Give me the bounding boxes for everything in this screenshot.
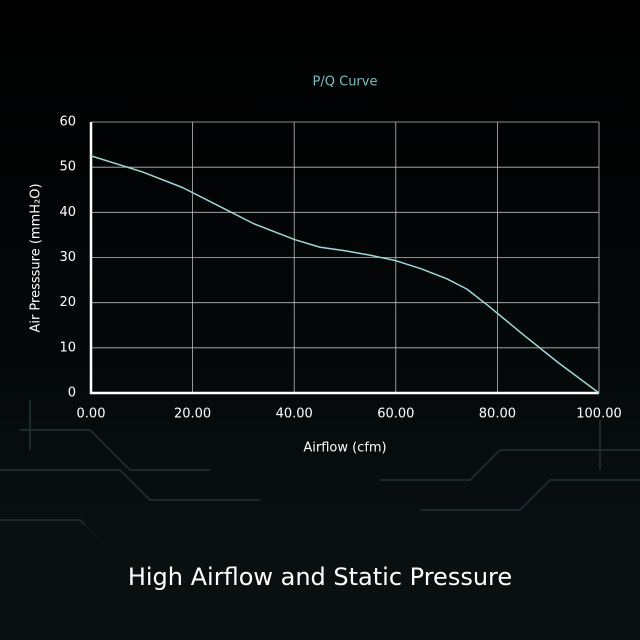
caption-band <box>0 525 640 640</box>
y-tick-label: 10 <box>59 340 76 355</box>
x-tick-label: 40.00 <box>276 407 313 422</box>
y-tick-label: 50 <box>59 160 76 175</box>
y-tick-label: 20 <box>59 295 76 310</box>
y-tick-label: 30 <box>59 250 76 265</box>
y-tick-label: 0 <box>68 386 76 401</box>
y-axis-label: Air Presssure (mmH₂O) <box>29 183 44 332</box>
x-tick-label: 20.00 <box>174 407 211 422</box>
x-tick-label: 0.00 <box>77 407 106 422</box>
x-tick-label: 100.00 <box>576 407 622 422</box>
y-tick-label: 40 <box>59 205 76 220</box>
x-tick-label: 60.00 <box>377 407 414 422</box>
y-tick-label: 60 <box>59 115 76 130</box>
x-axis-label: Airflow (cfm) <box>303 441 386 456</box>
curve <box>90 155 600 394</box>
circuit-pattern <box>0 400 640 541</box>
x-tick-label: 80.00 <box>479 407 516 422</box>
caption: High Airflow and Static Pressure <box>128 563 512 591</box>
chart-title: P/Q Curve <box>313 75 378 90</box>
